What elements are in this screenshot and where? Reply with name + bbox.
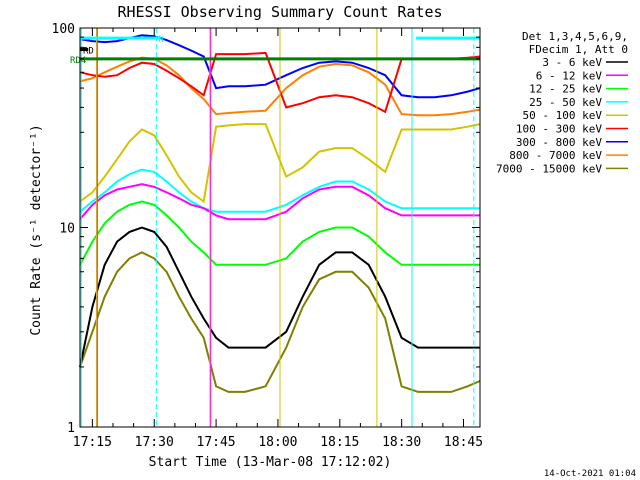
legend-label-4: 50 - 100 keV [523, 109, 603, 122]
y-axis-label: Count Rate (s⁻¹ detector⁻¹) [29, 124, 44, 335]
legend-label-1: 6 - 12 keV [536, 69, 603, 82]
x-tick-label: 17:30 [135, 435, 174, 450]
legend-label-8: 7000 - 15000 keV [496, 162, 602, 175]
state-bar-label-1: RD [83, 47, 94, 57]
x-tick-label: 18:00 [258, 435, 297, 450]
legend-header-0: Det 1,3,4,5,6,9, [522, 30, 628, 43]
series-line-2 [79, 200, 480, 266]
footer-timestamp: 14-Oct-2021 01:04 [544, 469, 636, 479]
chart-title: RHESSI Observing Summary Count Rates [117, 3, 442, 21]
x-tick-label: 18:45 [444, 435, 483, 450]
legend-label-7: 800 - 7000 keV [509, 149, 602, 162]
state-bar-label-2: RD4 [70, 56, 86, 66]
series-line-1 [79, 183, 480, 221]
x-tick-label: 18:30 [382, 435, 421, 450]
series-line-0 [79, 226, 480, 368]
x-axis-label: Start Time (13-Mar-08 17:12:02) [149, 455, 392, 470]
state-bar-label-0: N [158, 35, 163, 45]
series-line-3 [79, 168, 480, 213]
x-tick-label: 18:15 [320, 435, 359, 450]
legend-label-2: 12 - 25 keV [529, 83, 602, 96]
series-line-4 [79, 123, 481, 204]
axis-layer: 1 10 100 17:15 17:30 17:45 18:00 18:15 18:30 18:4… [52, 22, 484, 450]
legend-label-6: 300 - 800 keV [516, 136, 602, 149]
y-tick-label: 10 [59, 222, 75, 237]
y-tick-label: 100 [52, 22, 75, 37]
x-tick-label: 17:45 [197, 435, 236, 450]
series-line-8 [79, 251, 481, 393]
legend-label-0: 3 - 6 keV [542, 56, 602, 69]
legend-header-1: FDecim 1, Att 0 [529, 43, 628, 56]
legend: Det 1,3,4,5,6,9,FDecim 1, Att 03 - 6 keV… [496, 30, 628, 175]
x-tick-label: 17:15 [73, 435, 112, 450]
y-tick-label: 1 [67, 421, 75, 436]
legend-label-3: 25 - 50 keV [529, 96, 602, 109]
legend-label-5: 100 - 300 keV [516, 123, 602, 136]
